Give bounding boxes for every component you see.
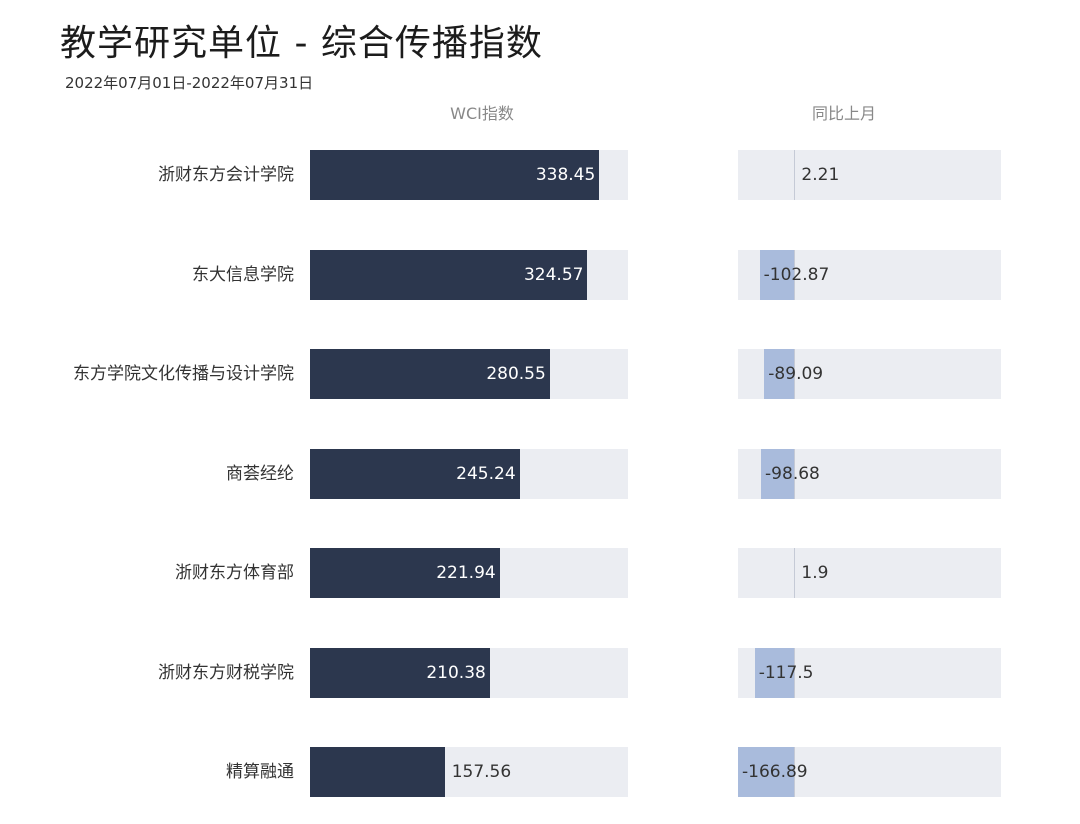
wci-bar (310, 349, 550, 399)
page-title: 教学研究单位 - 综合传播指数 (60, 23, 543, 64)
yoy-column-header: 同比上月 (811, 104, 877, 123)
yoy-bar-track: -166.89 (738, 747, 1001, 797)
category-label: 浙财东方会计学院 (158, 165, 294, 185)
wci-bar (310, 150, 600, 200)
category-label: 精算融通 (226, 762, 294, 782)
yoy-value-label: -89.09 (768, 364, 824, 384)
category-label: 浙财东方体育部 (175, 563, 294, 583)
yoy-value-label: 1.9 (801, 563, 829, 583)
yoy-bar-track: -102.87 (738, 249, 1001, 300)
yoy-zero-line (794, 448, 796, 499)
yoy-zero-line (794, 249, 796, 300)
yoy-bar (754, 647, 795, 698)
wci-bar (310, 548, 500, 598)
wci-value-label: 221.94 (436, 563, 496, 583)
yoy-bar (738, 747, 795, 797)
wci-column-header: WCI指数 (450, 104, 514, 123)
wci-bar-track: 210.38 (310, 647, 628, 698)
yoy-value-label: 2.21 (801, 165, 840, 185)
wci-value-label: 324.57 (523, 264, 584, 285)
yoy-bar (759, 249, 795, 300)
yoy-bar-track: -89.09 (738, 349, 1001, 399)
date-range: 2022年07月01日-2022年07月31日 (65, 74, 314, 92)
wci-bar-track: 245.24 (310, 448, 628, 499)
yoy-zero-line (794, 150, 796, 200)
yoy-zero-line (794, 747, 796, 797)
wci-bar (310, 747, 445, 797)
wci-bar-track: 157.56 (310, 747, 628, 797)
category-label: 商荟经纶 (226, 463, 294, 484)
yoy-bar-track: 1.9 (738, 548, 1001, 598)
yoy-zero-line (794, 548, 796, 598)
category-label: 浙财东方财税学院 (158, 662, 294, 683)
yoy-bar (761, 448, 795, 499)
yoy-value-label: -98.68 (765, 463, 820, 484)
yoy-bar-track: -98.68 (738, 448, 1001, 499)
wci-bar-track: 280.55 (310, 349, 628, 399)
yoy-value-label: -102.87 (763, 264, 830, 285)
yoy-zero-line (794, 349, 796, 399)
wci-bar (310, 448, 520, 499)
yoy-zero-line (794, 647, 796, 698)
wci-bar (310, 249, 588, 300)
wci-bar (310, 647, 490, 698)
yoy-bar (764, 349, 795, 399)
wci-value-label: 157.56 (451, 762, 512, 782)
wci-bar-track: 221.94 (310, 548, 628, 598)
yoy-bar-track: -117.5 (738, 647, 1001, 698)
yoy-value-label: -117.5 (758, 662, 814, 683)
category-label: 东方学院文化传播与设计学院 (73, 364, 294, 384)
yoy-bar-track: 2.21 (738, 150, 1001, 200)
wci-value-label: 245.24 (456, 463, 516, 484)
yoy-value-label: -166.89 (742, 762, 808, 782)
wci-bar-track: 324.57 (310, 249, 628, 300)
wci-value-label: 280.55 (486, 364, 546, 384)
wci-value-label: 210.38 (426, 662, 486, 683)
category-label: 东大信息学院 (192, 264, 294, 285)
wci-value-label: 338.45 (535, 165, 596, 185)
wci-bar-track: 338.45 (310, 150, 628, 200)
